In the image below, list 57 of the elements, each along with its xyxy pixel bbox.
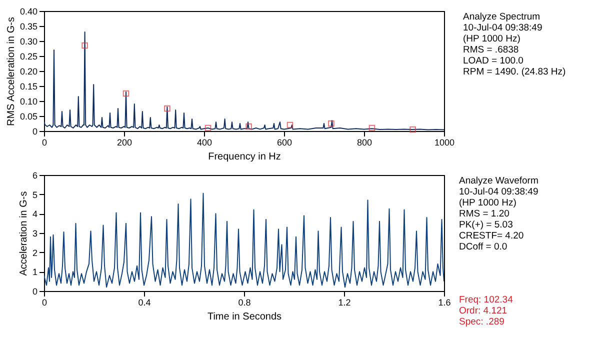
y-tick-label: 4: [32, 209, 38, 220]
text: RPM = 1490. (24.83 Hz): [463, 66, 566, 78]
x-tick-label: 0: [42, 298, 48, 308]
point: [328, 120, 334, 127]
text: PK(+) = 5.03: [459, 220, 513, 230]
x-tick-label: 0.8: [238, 298, 251, 308]
point: [368, 124, 376, 132]
text: (HP 1000 Hz): [459, 198, 516, 208]
x-axis-title: Frequency in Hz: [208, 152, 281, 162]
text: Analyze Waveform: [459, 176, 538, 186]
y-tick-label: 6: [32, 170, 38, 180]
point: [246, 123, 252, 130]
text: 10-Jul-04 09:38:49: [463, 22, 542, 34]
line-series: [44, 192, 444, 288]
y-tick-label: 0.10: [20, 96, 38, 106]
text: RMS = .6838: [463, 44, 519, 56]
y-tick-label: 0: [32, 126, 38, 136]
x-tick-label: 800: [356, 138, 372, 148]
y-tick-label: 0.35: [20, 22, 38, 32]
y-axis-title: RMS Acceleration in G-s: [6, 17, 17, 126]
y-tick-label: 1: [32, 267, 38, 278]
x-tick-label: 0: [42, 138, 48, 148]
x-tick-label: 1.2: [338, 298, 351, 308]
x-tick-label: 600: [276, 138, 292, 148]
text: Analyze Spectrum: [463, 12, 540, 22]
point: [410, 126, 416, 133]
point: [286, 122, 294, 128]
x-axis-title: Time in Seconds: [207, 312, 282, 322]
text: Spec: .289: [459, 316, 504, 328]
x-tick-label: 1000: [434, 138, 455, 148]
x-tick-label: 400: [196, 138, 212, 148]
x-tick-label: 1.6: [438, 298, 451, 308]
point: [164, 105, 170, 112]
point: [122, 90, 130, 97]
y-tick-label: 3: [32, 228, 38, 238]
text: DCoff = 0.0: [459, 242, 508, 252]
y-axis-title: Acceleration in G-s: [18, 191, 30, 276]
text: Ordr: 4.121: [459, 306, 508, 316]
point: [204, 124, 212, 132]
text: 10-Jul-04 09:38:49: [459, 186, 538, 198]
y-tick-label: 5: [32, 190, 38, 200]
point: [82, 42, 88, 49]
y-tick-label: 0.30: [20, 36, 38, 46]
text: RMS = 1.20: [459, 208, 510, 220]
y-tick-label: 0.15: [20, 82, 38, 92]
y-tick-label: 0.05: [20, 112, 38, 122]
x-tick-label: 200: [116, 138, 132, 148]
y-tick-label: 0.40: [20, 6, 38, 16]
text: LOAD = 100.0: [463, 56, 524, 66]
y-tick-label: 2: [32, 248, 38, 258]
text: Freq: 102.34: [459, 294, 513, 306]
text: CRESTF= 4.20: [459, 230, 524, 242]
y-tick-label: 0.20: [20, 66, 38, 76]
y-tick-label: 0: [32, 286, 38, 296]
y-tick-label: 0.25: [20, 52, 38, 62]
x-tick-label: 0.4: [138, 298, 151, 308]
text: (HP 1000 Hz): [463, 34, 520, 44]
